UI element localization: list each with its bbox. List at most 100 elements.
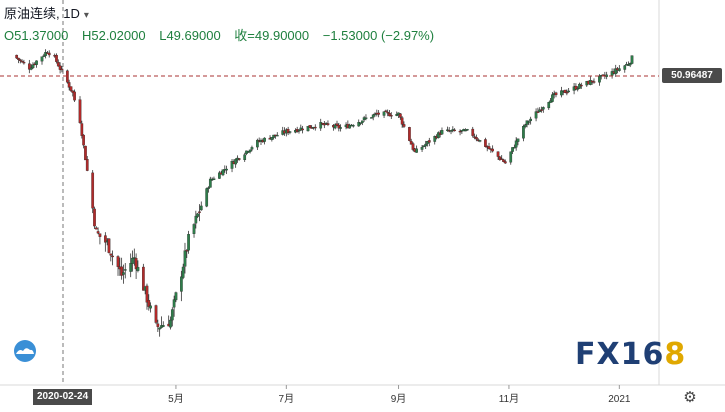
candle-body bbox=[496, 151, 500, 157]
candle bbox=[551, 91, 554, 103]
candle bbox=[82, 134, 85, 149]
candle bbox=[351, 124, 355, 128]
candle-body bbox=[194, 215, 198, 224]
candle bbox=[67, 79, 71, 91]
candle-body bbox=[560, 90, 563, 96]
candle-body bbox=[35, 60, 38, 65]
candle bbox=[134, 253, 138, 279]
x-tick-label: 9月 bbox=[391, 393, 407, 405]
candle bbox=[172, 295, 176, 317]
candle bbox=[234, 158, 238, 168]
candle-body bbox=[185, 250, 189, 252]
candle bbox=[424, 140, 428, 150]
candle bbox=[534, 108, 538, 122]
candle-body bbox=[465, 129, 469, 131]
candle-body bbox=[357, 122, 361, 127]
candle bbox=[154, 304, 158, 325]
gear-icon[interactable]: ⚙ bbox=[683, 389, 697, 406]
candle-body bbox=[579, 84, 583, 87]
candle bbox=[93, 206, 96, 230]
candle bbox=[623, 65, 627, 73]
candle bbox=[348, 123, 352, 129]
candle-body bbox=[207, 187, 210, 189]
candle-body bbox=[40, 56, 44, 62]
candle bbox=[335, 120, 339, 127]
candle-body bbox=[272, 134, 276, 138]
candle bbox=[58, 62, 62, 74]
candle-body bbox=[122, 272, 125, 275]
candle bbox=[308, 125, 312, 128]
candle-body bbox=[91, 172, 95, 209]
candle bbox=[96, 227, 100, 235]
candle bbox=[84, 145, 87, 161]
candle bbox=[598, 74, 601, 86]
candle bbox=[170, 307, 174, 327]
candle-body bbox=[617, 68, 621, 71]
candle-body bbox=[623, 65, 627, 70]
candle-body bbox=[565, 92, 569, 94]
candle-body bbox=[473, 136, 476, 138]
close-value: 收=49.90000 bbox=[234, 28, 310, 43]
candle-body bbox=[313, 126, 317, 129]
candle-body bbox=[94, 227, 98, 230]
candle bbox=[288, 131, 292, 135]
candle-body bbox=[502, 159, 505, 162]
candle bbox=[208, 176, 212, 188]
candle bbox=[567, 88, 571, 93]
candle bbox=[386, 109, 390, 117]
candle-body bbox=[96, 231, 100, 234]
candle-body bbox=[156, 323, 160, 327]
candle bbox=[107, 238, 111, 254]
candle-body bbox=[529, 118, 533, 122]
candle-body bbox=[359, 122, 362, 124]
plot-area[interactable] bbox=[15, 49, 634, 337]
symbol-title[interactable]: 原油连续, 1D bbox=[4, 6, 80, 21]
candle bbox=[576, 86, 580, 92]
chevron-down-icon[interactable]: ▾ bbox=[83, 10, 89, 21]
crosshair-price-label: 50.96487 bbox=[662, 68, 722, 83]
candle-body bbox=[627, 64, 630, 66]
candle bbox=[382, 111, 386, 118]
candle bbox=[71, 90, 75, 97]
candle bbox=[47, 50, 51, 58]
candle bbox=[91, 170, 95, 214]
candle-body bbox=[458, 130, 462, 133]
candle bbox=[198, 204, 201, 222]
candle bbox=[145, 283, 149, 310]
candle-body bbox=[527, 121, 531, 123]
candle bbox=[502, 158, 505, 163]
candle bbox=[409, 138, 413, 145]
candle-body bbox=[538, 109, 542, 113]
candle-body bbox=[60, 68, 64, 71]
candle bbox=[475, 134, 478, 142]
candle-body bbox=[58, 65, 62, 70]
candle-body bbox=[154, 305, 158, 323]
candle bbox=[147, 294, 151, 311]
candle bbox=[422, 145, 426, 148]
change-value: −1.53000 (−2.97%) bbox=[322, 28, 435, 43]
candle bbox=[246, 150, 250, 153]
candle-body bbox=[196, 213, 199, 217]
candle bbox=[339, 124, 342, 132]
candle bbox=[243, 152, 247, 162]
brand-text: FX16 bbox=[575, 337, 665, 372]
candle bbox=[55, 53, 58, 64]
candle-body bbox=[111, 255, 114, 258]
candle bbox=[56, 59, 60, 67]
candle-body bbox=[69, 86, 73, 91]
candle-body bbox=[136, 267, 140, 271]
candle bbox=[541, 106, 545, 113]
candle-body bbox=[85, 159, 89, 171]
candle-body bbox=[514, 140, 518, 148]
candle bbox=[326, 120, 330, 127]
candle bbox=[80, 120, 84, 139]
candle bbox=[131, 250, 134, 272]
candle bbox=[15, 54, 19, 60]
candle bbox=[411, 142, 415, 152]
candle-body bbox=[73, 91, 76, 101]
candle-body bbox=[377, 112, 380, 115]
candle-body bbox=[440, 130, 444, 135]
candle-body bbox=[161, 325, 165, 327]
candle bbox=[464, 128, 467, 132]
